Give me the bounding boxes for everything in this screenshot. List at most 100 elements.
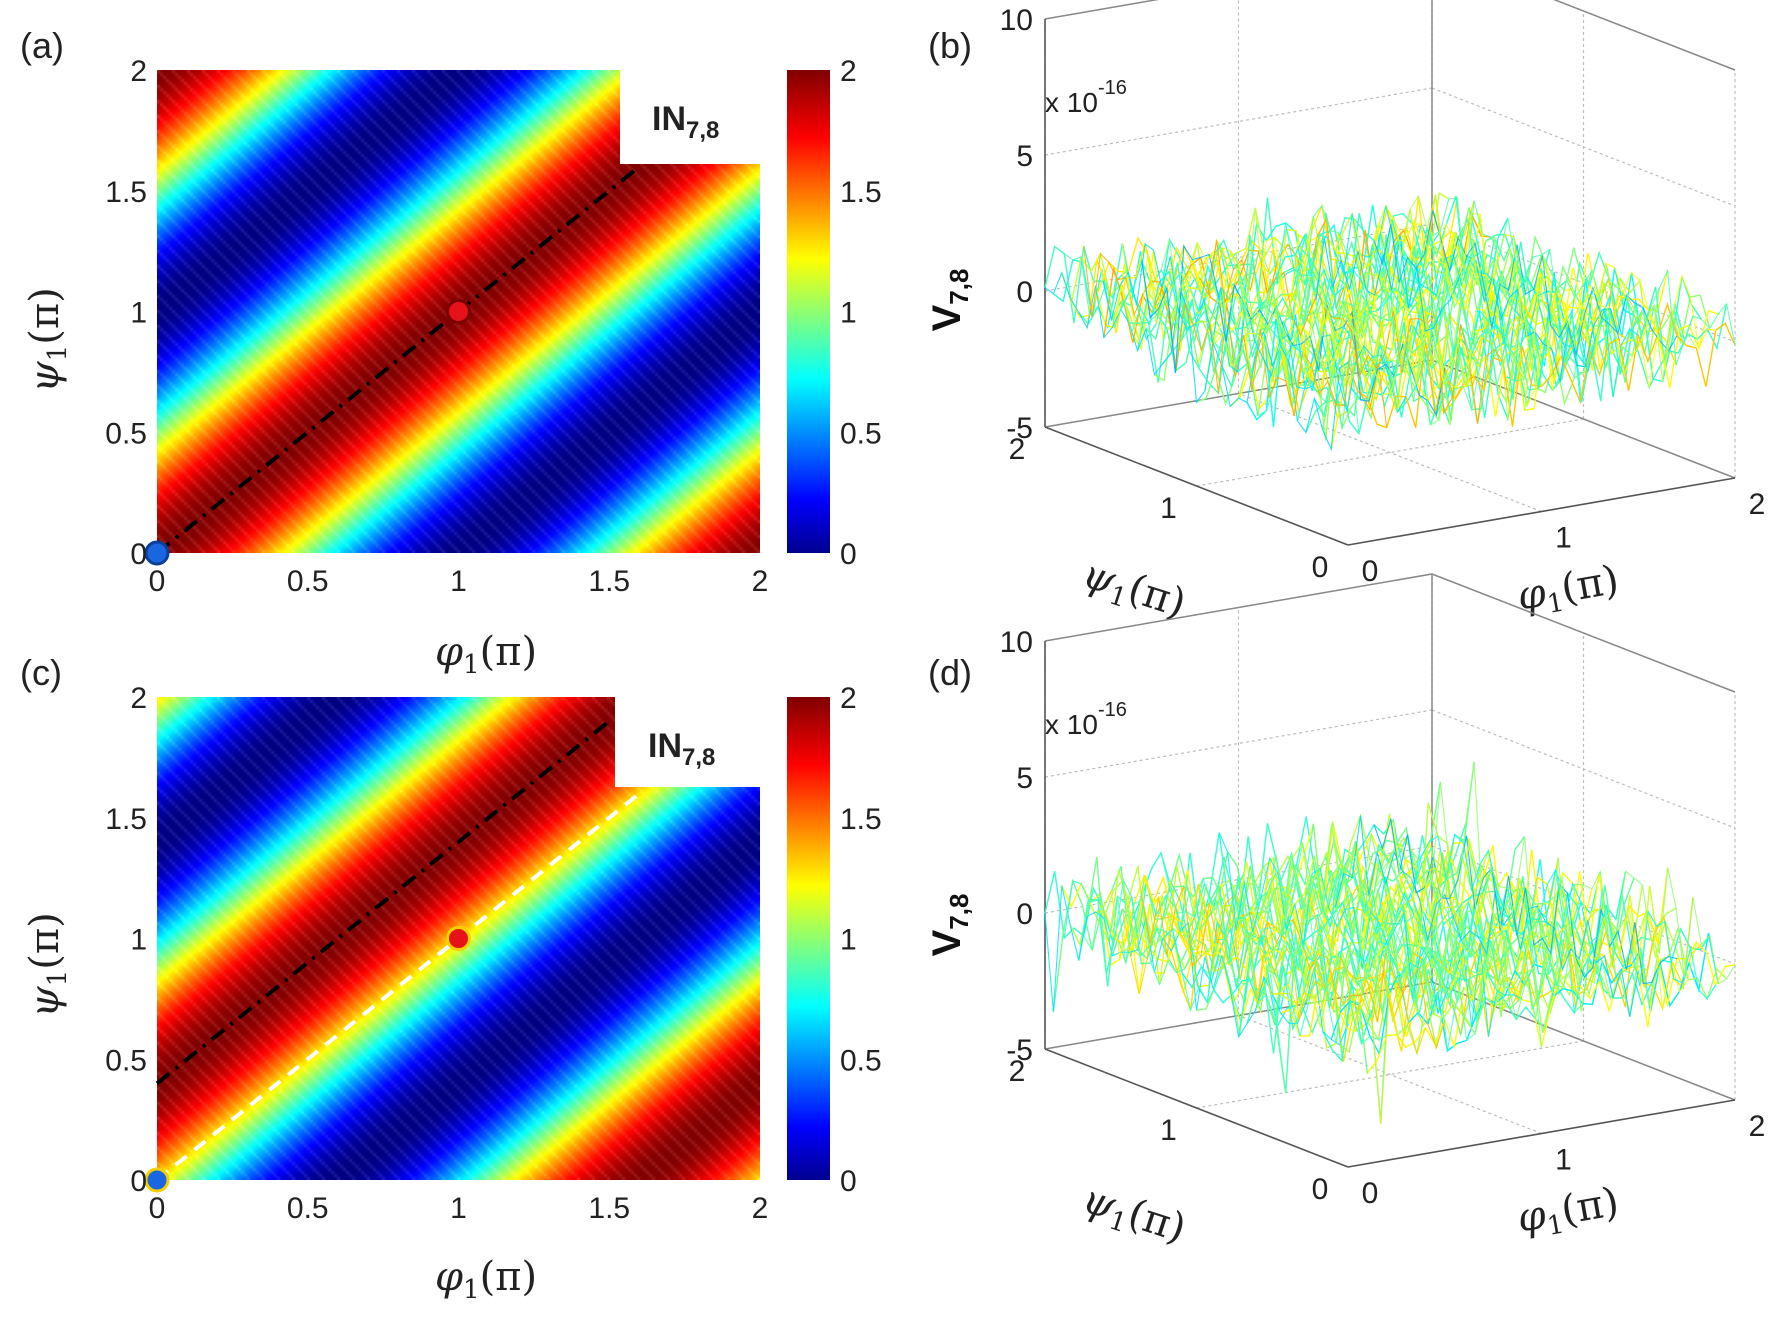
- surface-line: [1257, 854, 1562, 1020]
- panel-a: (a) 0 0.5 1 1.5 2 0 0.5 1 1.5 2 IN7,8 φ1(π) ψ1(π…: [20, 25, 882, 680]
- colorbar: [787, 697, 830, 1180]
- axis-line: [1044, 426, 1349, 546]
- z-tick-label: -5: [1006, 412, 1033, 445]
- y-tick-label: 1: [130, 924, 147, 957]
- y-tick-label: 2: [130, 682, 147, 715]
- axis-line: [1044, 1048, 1349, 1168]
- panel-label: (c): [20, 652, 62, 693]
- z-tick-label: 5: [1016, 762, 1033, 795]
- x-axis-label: φ1(π): [435, 629, 537, 680]
- y-tick-label: 1.5: [105, 176, 147, 209]
- axis-line: [1431, 359, 1736, 479]
- surface-line: [1373, 818, 1678, 985]
- dash-dot-line: [155, 719, 611, 1085]
- surface-line: [1218, 227, 1523, 412]
- colorbar-tick-label: 1.5: [840, 803, 882, 836]
- colorbar-tick-label: 2: [840, 682, 857, 715]
- z-tick-label: 10: [1000, 626, 1033, 659]
- x-tick-label: 1.5: [588, 1192, 630, 1225]
- heatmap-notch: [620, 70, 765, 164]
- exponent-label: x 10-16: [1045, 77, 1127, 118]
- y-axis-label: ψ1(π): [22, 912, 73, 1017]
- y-tick-label: 0.5: [105, 1044, 147, 1077]
- heatmap-title: IN7,8: [652, 100, 719, 144]
- surface-line: [1276, 842, 1581, 999]
- x-tick-label: 2: [1749, 1110, 1766, 1143]
- surface-line: [1334, 815, 1639, 1017]
- colorbar: [787, 70, 830, 553]
- x-tick-label: 0: [149, 565, 166, 598]
- x-axis-label: φ1(π): [1514, 1179, 1623, 1247]
- axis-line: [1238, 1014, 1542, 1135]
- colorbar-tick-label: 1.5: [840, 176, 882, 209]
- panel-c: (c) 0 0.5 1 1.5 2 0 0.5 1 1.5 2 IN7,8 φ1(π) ψ1(π…: [20, 652, 882, 1305]
- axis-line: [1044, 359, 1433, 428]
- y-tick-label: 0: [130, 538, 147, 571]
- y-axis-label: ψ1(π): [22, 287, 73, 392]
- y-tick-label: 1.5: [105, 803, 147, 836]
- heatmap-title: IN7,8: [648, 727, 715, 771]
- x-axis-label: φ1(π): [435, 1254, 537, 1305]
- x-tick-label: 2: [752, 1192, 769, 1225]
- x-tick-label: 2: [1749, 488, 1766, 521]
- colorbar-tick-label: 2: [840, 55, 857, 88]
- dashed-line: [155, 792, 641, 1182]
- y-tick-label: 1: [1160, 1114, 1177, 1147]
- surface-line: [1334, 205, 1639, 398]
- y-tick-label: 2: [1009, 433, 1026, 466]
- surface-line: [1199, 240, 1504, 424]
- x-tick-label: 0.5: [287, 1192, 329, 1225]
- surface-line: [1295, 823, 1601, 1014]
- x-tick-label: 0: [1362, 555, 1379, 588]
- panel-label: (d): [928, 652, 972, 693]
- surface-line: [1373, 210, 1678, 356]
- surface-line: [1179, 885, 1485, 1042]
- axis-line: [1044, 0, 1160, 20]
- z-tick-label: 10: [1000, 4, 1033, 37]
- marker-point: [446, 926, 471, 951]
- axis-line: [1044, 573, 1433, 642]
- axis-line: [1431, 573, 1736, 693]
- x-tick-label: 1.5: [588, 565, 630, 598]
- surface-line: [1276, 222, 1581, 402]
- surface-line: [1121, 243, 1426, 387]
- x-tick-label: 1: [1555, 522, 1572, 555]
- surface-line: [1392, 820, 1697, 1009]
- surface-line: [1180, 241, 1485, 425]
- y-tick-label: 0: [1312, 551, 1329, 584]
- colorbar-tick-label: 1: [840, 297, 857, 330]
- surface-line: [1315, 821, 1620, 1017]
- surface-line: [1044, 271, 1349, 452]
- y-tick-label: 0.5: [105, 417, 147, 450]
- panel-b: (b) -5 0 5 10 0 1 2 0 1 2 x 10-16 V7,8 ψ1(π) φ1(π…: [925, 0, 1766, 627]
- y-axis-label: ψ1(π): [1075, 1176, 1191, 1257]
- y-tick-label: 2: [130, 55, 147, 88]
- x-tick-label: 2: [752, 565, 769, 598]
- heatmap-notch: [615, 697, 765, 787]
- y-tick-label: 1: [130, 297, 147, 330]
- heatmap-c: 0 0.5 1 1.5 2 0 0.5 1 1.5 2: [105, 682, 768, 1225]
- surface-line: [1431, 197, 1736, 366]
- surface-line: [1083, 245, 1388, 428]
- y-tick-label: 0: [130, 1165, 147, 1198]
- y-tick-label: 0: [1312, 1173, 1329, 1206]
- axis-line: [1238, 392, 1542, 513]
- x-tick-label: 0.5: [287, 565, 329, 598]
- marker-point: [144, 540, 170, 566]
- colorbar-tick-label: 0: [840, 538, 857, 571]
- axis-line: [1347, 477, 1736, 546]
- surface-line: [1141, 886, 1446, 1050]
- colorbar-tick-label: 1: [840, 924, 857, 957]
- x-tick-label: 0: [149, 1192, 166, 1225]
- surface-line: [1257, 236, 1562, 408]
- x-tick-label: 1: [450, 565, 467, 598]
- surface-line: [1238, 855, 1543, 1048]
- z-tick-label: 0: [1016, 898, 1033, 931]
- surface-line: [1199, 865, 1504, 1038]
- surface-line: [1431, 761, 1736, 985]
- surface-line: [1121, 884, 1426, 1056]
- z-tick-label: -5: [1006, 1034, 1033, 1067]
- marker-point: [144, 1167, 170, 1193]
